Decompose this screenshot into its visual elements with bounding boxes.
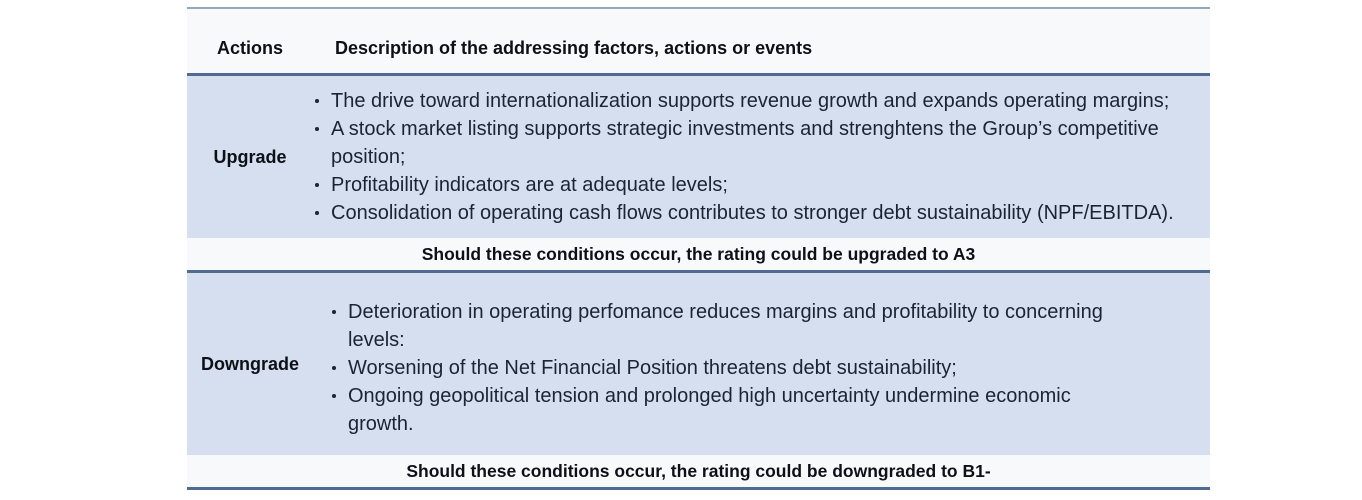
table-header-row: Actions Description of the addressing fa… xyxy=(187,9,1210,76)
bullet-dot-icon xyxy=(330,298,348,326)
bullet-dot-icon xyxy=(313,87,331,115)
list-item: Worsening of the Net Financial Position … xyxy=(330,354,1135,382)
list-item: A stock market listing supports strategi… xyxy=(313,115,1183,171)
rating-actions-table: Actions Description of the addressing fa… xyxy=(187,7,1210,490)
downgrade-bullet-list: Deterioration in operating perfomance re… xyxy=(313,298,1135,438)
row-label-downgrade: Downgrade xyxy=(200,354,299,374)
upgrade-bullet-list: The drive toward internationalization su… xyxy=(313,87,1183,227)
table-footer-row-upgrade: Should these conditions occur, the ratin… xyxy=(187,238,1210,273)
bullet-dot-icon xyxy=(330,354,348,382)
list-item: The drive toward internationalization su… xyxy=(313,87,1183,115)
list-item-text: Consolidation of operating cash flows co… xyxy=(331,202,1174,224)
list-item-text: Profitability indicators are at adequate… xyxy=(331,174,728,196)
list-item-text: Deterioration in operating perfomance re… xyxy=(348,301,1103,351)
table-row-downgrade: Downgrade Deterioration in operating per… xyxy=(187,273,1210,455)
column-header-actions: Actions xyxy=(216,38,283,58)
bullet-dot-icon xyxy=(330,382,348,410)
list-item-text: Worsening of the Net Financial Position … xyxy=(348,357,957,379)
column-header-description: Description of the addressing factors, a… xyxy=(335,38,813,58)
downgrade-outcome-text: Should these conditions occur, the ratin… xyxy=(406,461,991,481)
bullet-dot-icon xyxy=(313,171,331,199)
list-item: Profitability indicators are at adequate… xyxy=(313,171,1183,199)
list-item-text: Ongoing geopolitical tension and prolong… xyxy=(348,385,1071,435)
list-item: Deterioration in operating perfomance re… xyxy=(330,298,1135,354)
row-label-upgrade: Upgrade xyxy=(213,147,287,167)
table-row-upgrade: Upgrade The drive toward internationaliz… xyxy=(187,76,1210,238)
list-item-text: A stock market listing supports strategi… xyxy=(331,118,1159,168)
upgrade-outcome-text: Should these conditions occur, the ratin… xyxy=(421,244,976,264)
list-item: Ongoing geopolitical tension and prolong… xyxy=(330,382,1135,438)
list-item-text: The drive toward internationalization su… xyxy=(331,90,1170,112)
bullet-dot-icon xyxy=(313,115,331,143)
table-footer-row-downgrade: Should these conditions occur, the ratin… xyxy=(187,455,1210,490)
bullet-dot-icon xyxy=(313,199,331,227)
list-item: Consolidation of operating cash flows co… xyxy=(313,199,1183,227)
